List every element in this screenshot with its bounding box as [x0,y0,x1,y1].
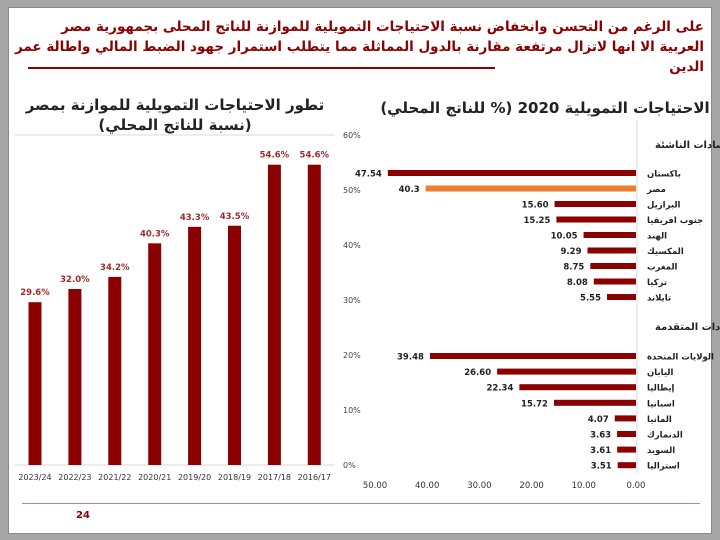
data-label: 54.6% [260,151,290,161]
bar-2017/18 [267,164,281,465]
x-tick-label: 2017/18 [258,473,291,482]
bar-البرازيل [554,201,636,207]
data-label: 15.60 [522,201,549,211]
y-tick-label: 50% [343,186,361,195]
x-tick-label: 0.00 [627,481,646,491]
data-label: 15.25 [524,216,551,226]
data-label: 43.3% [180,213,210,223]
x-tick-label: 40.00 [415,481,439,491]
bar-الهند [583,232,636,238]
y-tick-label: 10% [343,406,361,415]
bar-2016/17 [307,164,321,465]
bar-المانيا [614,415,636,422]
category-label: البرازيل [647,201,681,211]
y-tick-label: 30% [343,296,361,305]
left-chart-title: تطور الاحتياجات التمويلية للموازنة بمصر … [25,96,325,134]
bar-السويد [617,446,636,453]
category-label: استراليا [647,462,680,472]
category-label: المكسيك [647,247,684,257]
data-label: 22.34 [486,384,513,394]
y-tick-label: 20% [343,351,361,360]
x-tick-label: 20.00 [519,481,543,491]
x-tick-label: 2022/23 [58,473,91,482]
category-label: إيطاليا [647,384,675,394]
x-tick-label: 30.00 [467,481,491,491]
category-label: تركيا [647,278,667,288]
group-heading: بعض الاقتصادات الناشئة [655,140,720,151]
bar-2023/24 [28,302,42,465]
y-tick-label: 60% [343,131,361,140]
headline: على الرغم من التحسن وانخفاض نسبة الاحتيا… [14,19,704,75]
x-tick-label: 50.00 [363,481,387,491]
footer-divider [22,503,700,504]
category-label: المغرب [647,263,678,273]
bar-الولايات المتحدة [429,353,636,359]
title-divider [28,67,495,69]
page-number: 24 [76,510,90,521]
category-label: الولايات المتحدة [647,353,714,363]
category-label: مصر [646,185,666,195]
data-label: 10.05 [551,232,578,242]
y-tick-label: 40% [343,241,361,250]
bar-2020/21 [148,243,162,465]
data-label: 8.75 [563,263,584,273]
data-label: 3.61 [590,446,611,456]
category-label: الهند [647,232,667,242]
y-tick-label: 0% [343,461,356,470]
category-label: باكستان [647,170,681,180]
bar-المغرب [590,263,636,269]
data-label: 29.6% [20,288,50,298]
x-tick-label: 2023/24 [18,473,51,482]
bar-إيطاليا [519,384,636,391]
data-label: 15.72 [521,399,548,409]
bar-جنوب افريقيا [556,216,636,223]
data-label: 34.2% [100,263,130,273]
bar-اسبانيا [553,399,636,406]
x-tick-label: 10.00 [572,481,596,491]
bar-2018/19 [228,225,241,465]
category-label: المانيا [647,415,672,425]
bar-استراليا [617,462,636,469]
bar-2019/20 [188,226,202,465]
bar-2022/23 [68,289,82,465]
data-label: 40.3 [399,185,420,195]
data-label: 54.6% [300,151,330,161]
x-tick-label: 2020/21 [138,473,171,482]
bar-اليابان [497,368,636,375]
bar-الدنمارك [617,431,636,437]
right-chart-title: الاحتياجات التمويلية 2020 (% للناتج المح… [380,99,710,117]
x-tick-label: 2018/19 [218,473,251,482]
x-tick-label: 2021/22 [98,473,131,482]
data-label: 4.07 [588,415,609,425]
category-label: تايلاند [647,294,671,304]
bar-المكسيك [587,247,636,254]
data-label: 47.54 [355,170,382,180]
data-label: 26.60 [464,368,491,378]
data-label: 9.29 [561,247,582,257]
data-label: 8.08 [567,278,588,288]
category-label: السويد [647,446,675,456]
category-label: اليابان [647,368,673,378]
data-label: 3.51 [591,462,612,472]
bar-باكستان [387,170,636,176]
group-heading: بعض الاقتصادات المتقدمة [655,322,720,333]
data-label: 5.55 [580,294,601,304]
bar-2021/22 [108,276,122,465]
category-label: اسبانيا [647,399,675,409]
bar-مصر [425,185,636,192]
data-label: 43.5% [220,212,250,222]
data-label: 39.48 [397,353,424,363]
data-label: 32.0% [60,275,90,285]
category-label: الدنمارك [647,431,683,441]
bar-تركيا [593,278,636,285]
x-tick-label: 2016/17 [298,473,331,482]
data-label: 40.3% [140,229,170,239]
category-label: جنوب افريقيا [647,216,703,226]
x-tick-label: 2019/20 [178,473,211,482]
bar-تايلاند [607,294,636,300]
data-label: 3.63 [590,431,611,441]
slide [8,7,712,534]
